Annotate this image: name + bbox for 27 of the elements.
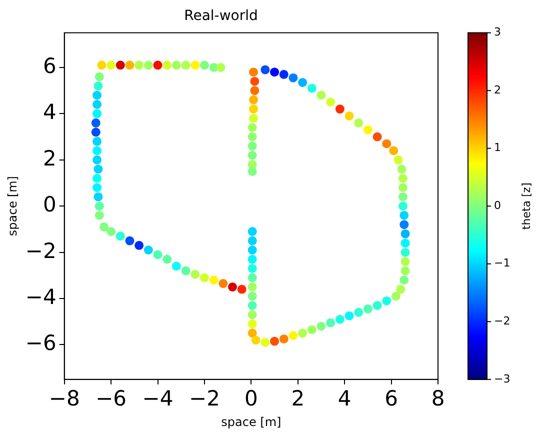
color-bar-label: −1: [494, 256, 510, 270]
x-tick-label: −6: [96, 386, 127, 410]
y-tick-label: 6: [42, 54, 56, 78]
y-tick-label: −2: [25, 238, 56, 263]
color-bar-label: 0: [494, 198, 501, 212]
x-tick-label: 6: [384, 386, 398, 410]
y-tick-label: 4: [42, 100, 56, 124]
color-bar-label: −2: [494, 314, 510, 328]
x-tick-label: 0: [244, 386, 258, 410]
y-tick-label: 2: [42, 146, 56, 170]
y-tick-label: −4: [25, 284, 56, 309]
x-tick-label: −2: [188, 386, 220, 410]
color-bar-title: theta [z]: [520, 182, 533, 230]
chart-title: Real-world: [184, 8, 258, 24]
x-axis-title: space [m]: [221, 414, 282, 429]
x-tick-label: 8: [431, 386, 445, 410]
color-bar-label: 2: [494, 83, 501, 96]
color-bar-label: 3: [494, 26, 501, 39]
x-tick-label: −8: [48, 386, 80, 410]
color-bar-label: −3: [494, 372, 510, 386]
x-tick-label: −4: [142, 386, 174, 410]
y-tick-label: 0: [42, 192, 56, 217]
x-tick-label: 2: [291, 386, 305, 410]
x-tick-label: 4: [338, 386, 352, 410]
y-tick-label: −6: [25, 331, 56, 356]
color-bar-label: 1: [494, 141, 501, 154]
y-axis-title: space [m]: [5, 176, 20, 236]
